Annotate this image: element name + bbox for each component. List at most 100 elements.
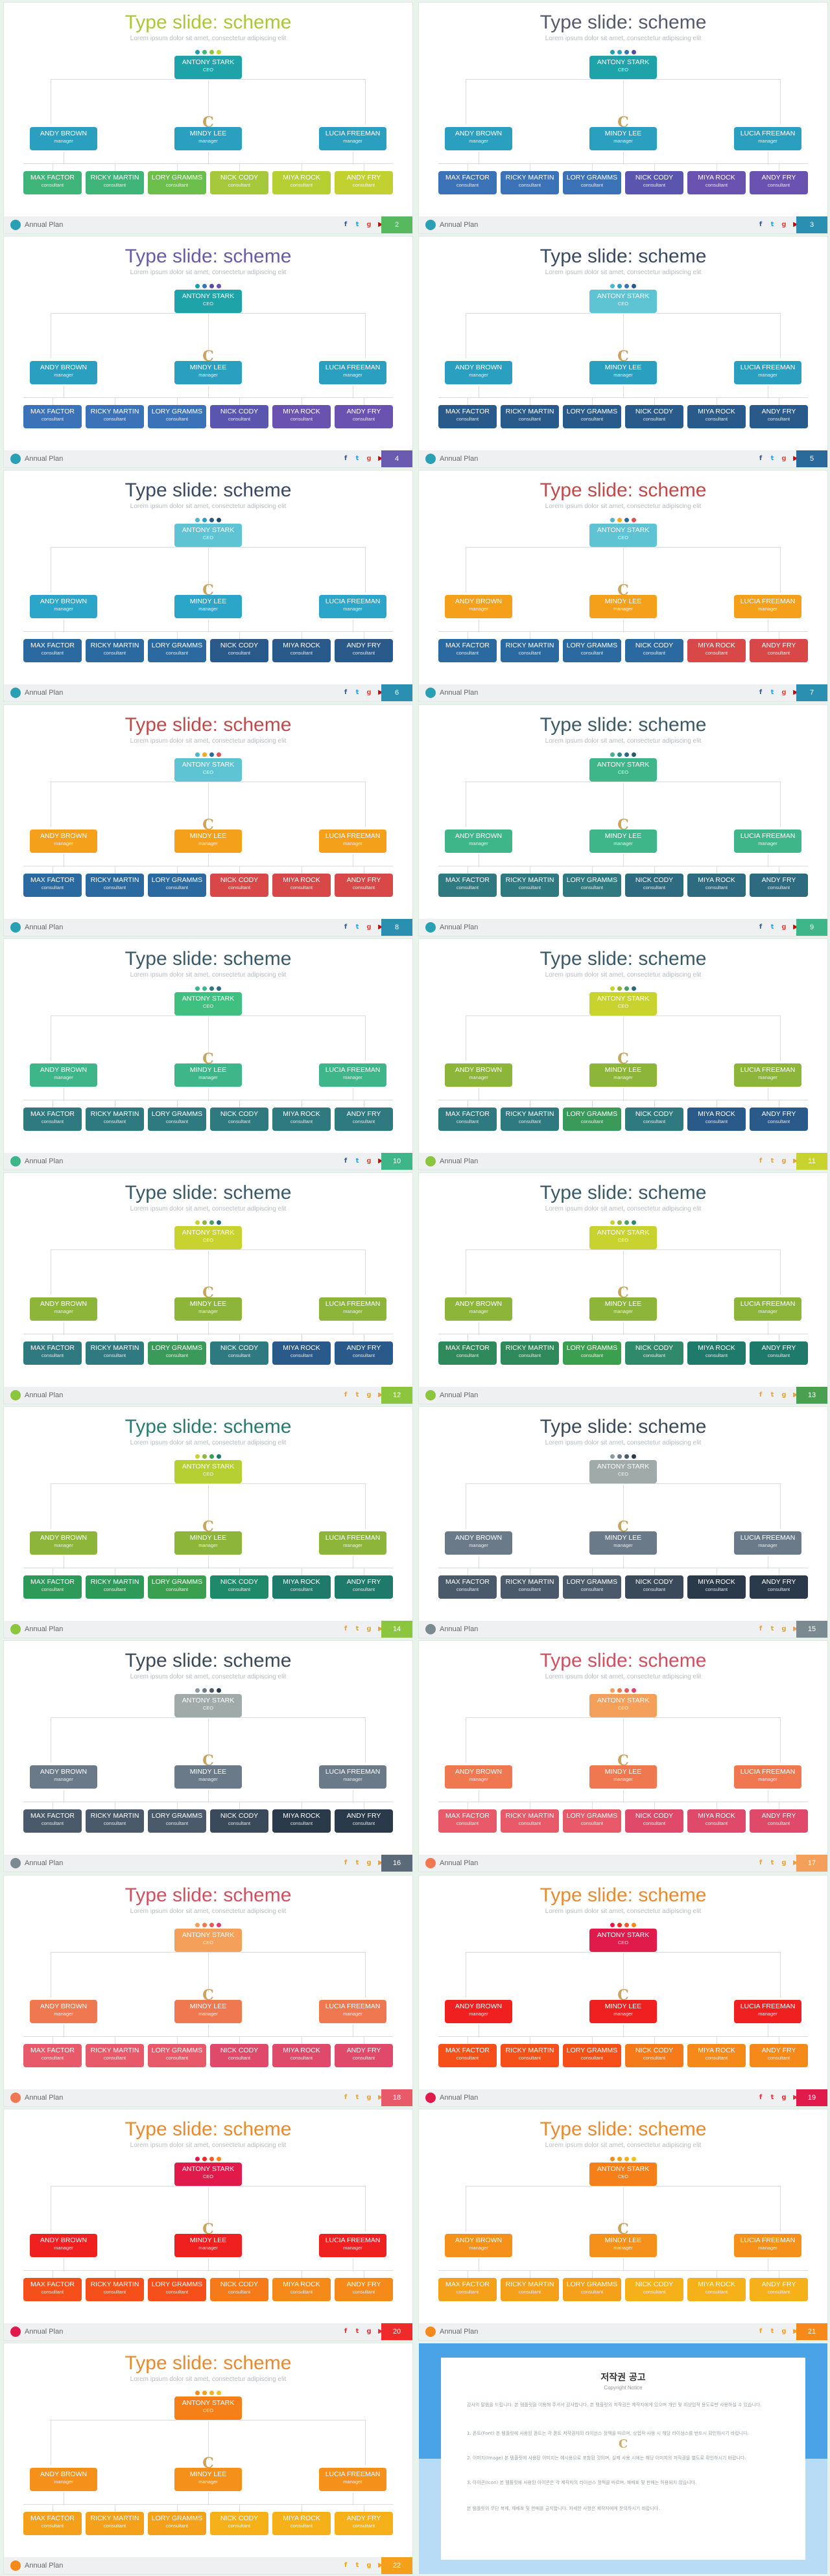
consultant-box[interactable]: NICK CODY consultant <box>625 873 683 897</box>
manager-box[interactable]: LUCIA FREEMAN manager <box>319 829 386 853</box>
ceo-box[interactable]: ANTONY STARK CEO <box>174 524 242 548</box>
consultant-box[interactable]: ANDY FRY consultant <box>335 1809 393 1833</box>
manager-box[interactable]: ANDY BROWN manager <box>30 829 97 853</box>
copyright-notice-slide[interactable]: 저작권 공고 Copyright Notice 감사의 말씀을 드립니다. 본 템플… <box>419 2343 827 2574</box>
consultant-box[interactable]: RICKY MARTIN consultant <box>501 1341 559 1365</box>
consultant-box[interactable]: NICK CODY consultant <box>210 2512 268 2535</box>
twitter-icon[interactable]: t <box>355 2093 359 2101</box>
manager-box[interactable]: MINDY LEE manager <box>589 1063 657 1087</box>
ceo-box[interactable]: ANTONY STARK CEO <box>589 992 657 1015</box>
manager-box[interactable]: MINDY LEE manager <box>589 361 657 385</box>
youtube-icon[interactable]: ▶ <box>378 1391 383 1398</box>
manager-box[interactable]: ANDY BROWN manager <box>445 829 512 853</box>
consultant-box[interactable]: MAX FACTOR consultant <box>438 1107 497 1131</box>
consultant-box[interactable]: RICKY MARTIN consultant <box>86 171 144 194</box>
consultant-box[interactable]: NICK CODY consultant <box>210 2043 268 2067</box>
facebook-icon[interactable]: f <box>759 221 763 228</box>
consultant-box[interactable]: MIYA ROCK consultant <box>272 171 331 194</box>
twitter-icon[interactable]: t <box>355 1859 359 1867</box>
consultant-box[interactable]: ANDY FRY consultant <box>750 1341 808 1365</box>
facebook-icon[interactable]: f <box>344 689 348 697</box>
consultant-box[interactable]: NICK CODY consultant <box>210 1341 268 1365</box>
youtube-icon[interactable]: ▶ <box>793 1859 798 1867</box>
consultant-box[interactable]: RICKY MARTIN consultant <box>501 873 559 897</box>
facebook-icon[interactable]: f <box>344 2327 348 2335</box>
ceo-box[interactable]: ANTONY STARK CEO <box>589 1694 657 1718</box>
manager-box[interactable]: LUCIA FREEMAN manager <box>319 1765 386 1789</box>
manager-box[interactable]: ANDY BROWN manager <box>445 1297 512 1321</box>
manager-box[interactable]: ANDY BROWN manager <box>30 2233 97 2257</box>
consultant-box[interactable]: RICKY MARTIN consultant <box>501 1809 559 1833</box>
twitter-icon[interactable]: t <box>355 2327 359 2335</box>
consultant-box[interactable]: NICK CODY consultant <box>625 1575 683 1599</box>
google-plus-icon[interactable]: g <box>366 455 372 463</box>
consultant-box[interactable]: MIYA ROCK consultant <box>272 1575 331 1599</box>
youtube-icon[interactable]: ▶ <box>793 689 798 697</box>
slide-7[interactable]: Type slide: scheme Lorem ipsum dolor sit … <box>419 470 827 702</box>
twitter-icon[interactable]: t <box>355 221 359 228</box>
consultant-box[interactable]: ANDY FRY consultant <box>335 1575 393 1599</box>
google-plus-icon[interactable]: g <box>366 1859 372 1867</box>
manager-box[interactable]: ANDY BROWN manager <box>445 127 512 150</box>
consultant-box[interactable]: LORY GRAMMS consultant <box>148 1341 206 1365</box>
consultant-box[interactable]: NICK CODY consultant <box>625 639 683 663</box>
twitter-icon[interactable]: t <box>770 1859 774 1867</box>
consultant-box[interactable]: ANDY FRY consultant <box>750 1809 808 1833</box>
twitter-icon[interactable]: t <box>355 923 359 931</box>
ceo-box[interactable]: ANTONY STARK CEO <box>589 758 657 782</box>
manager-box[interactable]: MINDY LEE manager <box>589 829 657 853</box>
ceo-box[interactable]: ANTONY STARK CEO <box>174 1694 242 1718</box>
manager-box[interactable]: LUCIA FREEMAN manager <box>319 595 386 619</box>
youtube-icon[interactable]: ▶ <box>378 2562 383 2569</box>
manager-box[interactable]: MINDY LEE manager <box>174 595 242 619</box>
manager-box[interactable]: LUCIA FREEMAN manager <box>319 2233 386 2257</box>
google-plus-icon[interactable]: g <box>366 221 372 228</box>
consultant-box[interactable]: NICK CODY consultant <box>210 639 268 663</box>
youtube-icon[interactable]: ▶ <box>793 1391 798 1398</box>
facebook-icon[interactable]: f <box>759 1391 763 1398</box>
google-plus-icon[interactable]: g <box>366 923 372 931</box>
twitter-icon[interactable]: t <box>770 2327 774 2335</box>
google-plus-icon[interactable]: g <box>366 2093 372 2101</box>
slide-18[interactable]: Type slide: scheme Lorem ipsum dolor sit … <box>4 1875 412 2106</box>
manager-box[interactable]: LUCIA FREEMAN manager <box>734 2233 801 2257</box>
consultant-box[interactable]: RICKY MARTIN consultant <box>86 1809 144 1833</box>
consultant-box[interactable]: ANDY FRY consultant <box>750 405 808 429</box>
twitter-icon[interactable]: t <box>770 221 774 228</box>
facebook-icon[interactable]: f <box>759 2327 763 2335</box>
consultant-box[interactable]: MIYA ROCK consultant <box>272 1107 331 1131</box>
consultant-box[interactable]: MAX FACTOR consultant <box>23 405 82 429</box>
manager-box[interactable]: MINDY LEE manager <box>589 595 657 619</box>
consultant-box[interactable]: ANDY FRY consultant <box>335 873 393 897</box>
youtube-icon[interactable]: ▶ <box>378 689 383 697</box>
consultant-box[interactable]: ANDY FRY consultant <box>750 1575 808 1599</box>
manager-box[interactable]: LUCIA FREEMAN manager <box>319 1531 386 1555</box>
consultant-box[interactable]: MAX FACTOR consultant <box>23 1809 82 1833</box>
consultant-box[interactable]: MIYA ROCK consultant <box>687 1575 746 1599</box>
manager-box[interactable]: ANDY BROWN manager <box>445 2233 512 2257</box>
google-plus-icon[interactable]: g <box>781 1157 787 1165</box>
manager-box[interactable]: MINDY LEE manager <box>589 2233 657 2257</box>
slide-11[interactable]: Type slide: scheme Lorem ipsum dolor sit … <box>419 938 827 1170</box>
consultant-box[interactable]: MAX FACTOR consultant <box>23 1107 82 1131</box>
consultant-box[interactable]: RICKY MARTIN consultant <box>501 639 559 663</box>
consultant-box[interactable]: LORY GRAMMS consultant <box>563 405 621 429</box>
manager-box[interactable]: LUCIA FREEMAN manager <box>734 361 801 385</box>
manager-box[interactable]: MINDY LEE manager <box>589 127 657 150</box>
manager-box[interactable]: MINDY LEE manager <box>174 2468 242 2491</box>
ceo-box[interactable]: ANTONY STARK CEO <box>174 2396 242 2420</box>
consultant-box[interactable]: MIYA ROCK consultant <box>687 405 746 429</box>
consultant-box[interactable]: NICK CODY consultant <box>210 171 268 194</box>
google-plus-icon[interactable]: g <box>781 455 787 463</box>
google-plus-icon[interactable]: g <box>366 2327 372 2335</box>
ceo-box[interactable]: ANTONY STARK CEO <box>589 2162 657 2186</box>
consultant-box[interactable]: RICKY MARTIN consultant <box>86 639 144 663</box>
consultant-box[interactable]: LORY GRAMMS consultant <box>563 639 621 663</box>
consultant-box[interactable]: ANDY FRY consultant <box>750 1107 808 1131</box>
facebook-icon[interactable]: f <box>344 455 348 463</box>
consultant-box[interactable]: NICK CODY consultant <box>625 1107 683 1131</box>
google-plus-icon[interactable]: g <box>781 923 787 931</box>
manager-box[interactable]: LUCIA FREEMAN manager <box>734 1765 801 1789</box>
facebook-icon[interactable]: f <box>759 1625 763 1633</box>
youtube-icon[interactable]: ▶ <box>378 1625 383 1633</box>
